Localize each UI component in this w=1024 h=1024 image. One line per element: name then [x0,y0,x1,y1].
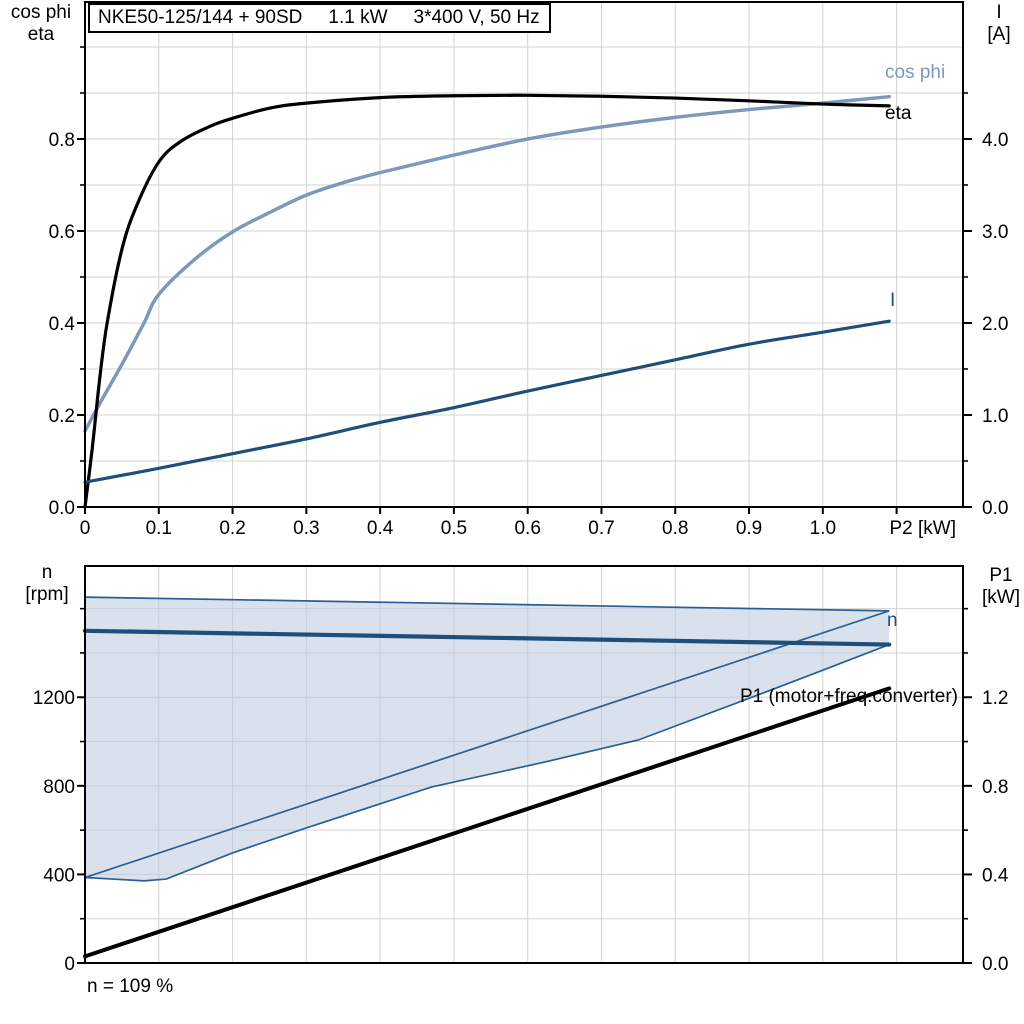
speed-curve-label: n [887,610,898,631]
bottom-left-axis-title: n [rpm] [10,562,84,606]
svg-text:400: 400 [43,865,75,886]
svg-text:0.6: 0.6 [514,518,540,539]
svg-text:0.8: 0.8 [49,130,75,151]
svg-text:0.0: 0.0 [982,498,1008,519]
svg-text:1.2: 1.2 [982,688,1008,709]
pump-model: NKE50-125/144 + 90SD [98,7,303,28]
svg-text:1200: 1200 [33,688,75,709]
speed-percentage-note: n = 109 % [87,976,174,997]
chart-title-box: NKE50-125/144 + 90SD 1.1 kW 3*400 V, 50 Hz [88,3,551,33]
svg-text:0.2: 0.2 [219,518,245,539]
pump-supply: 3*400 V, 50 Hz [413,7,540,28]
svg-text:4.0: 4.0 [982,130,1008,151]
svg-text:0.7: 0.7 [588,518,614,539]
svg-text:0.4: 0.4 [49,314,76,335]
axis-title-eta: eta [27,24,55,45]
svg-text:3.0: 3.0 [982,222,1008,243]
svg-text:1.0: 1.0 [810,518,836,539]
cos-phi-curve-label: cos phi [885,62,946,83]
svg-text:0: 0 [80,518,91,539]
svg-text:2.0: 2.0 [982,314,1008,335]
svg-text:0.4: 0.4 [367,518,394,539]
svg-text:0.2: 0.2 [49,406,75,427]
svg-text:1.0: 1.0 [982,406,1008,427]
eta-curve-label: eta [885,103,912,124]
pump-power: 1.1 kW [328,7,388,28]
axis-title-speed-unit: [rpm] [25,584,69,605]
axis-title-speed: n [41,562,53,583]
axis-title-current: I [996,2,1002,23]
svg-text:0.8: 0.8 [982,777,1008,798]
svg-text:0: 0 [64,954,75,975]
svg-text:0.6: 0.6 [49,222,75,243]
svg-text:0.4: 0.4 [982,865,1009,886]
svg-text:0.0: 0.0 [982,954,1008,975]
axis-title-p1-unit: [kW] [982,587,1020,608]
svg-text:0.8: 0.8 [662,518,688,539]
top-left-axis-title: cos phi eta [4,2,78,46]
svg-text:0.1: 0.1 [146,518,172,539]
current-curve-label: I [890,290,896,311]
top-right-axis-title: I [A] [976,2,1022,46]
svg-text:0.5: 0.5 [441,518,467,539]
axis-title-p1: P1 [989,565,1013,586]
svg-text:0.9: 0.9 [736,518,762,539]
svg-text:0.3: 0.3 [293,518,319,539]
axis-title-cos-phi: cos phi [10,2,72,23]
svg-text:0.0: 0.0 [49,498,75,519]
bottom-right-axis-title: P1 [kW] [972,565,1024,609]
p1-curve-label: P1 (motor+freq.converter) [739,686,958,707]
svg-text:800: 800 [43,777,75,798]
svg-text:P2 [kW]: P2 [kW] [889,518,956,539]
axis-title-current-unit: [A] [987,24,1011,45]
